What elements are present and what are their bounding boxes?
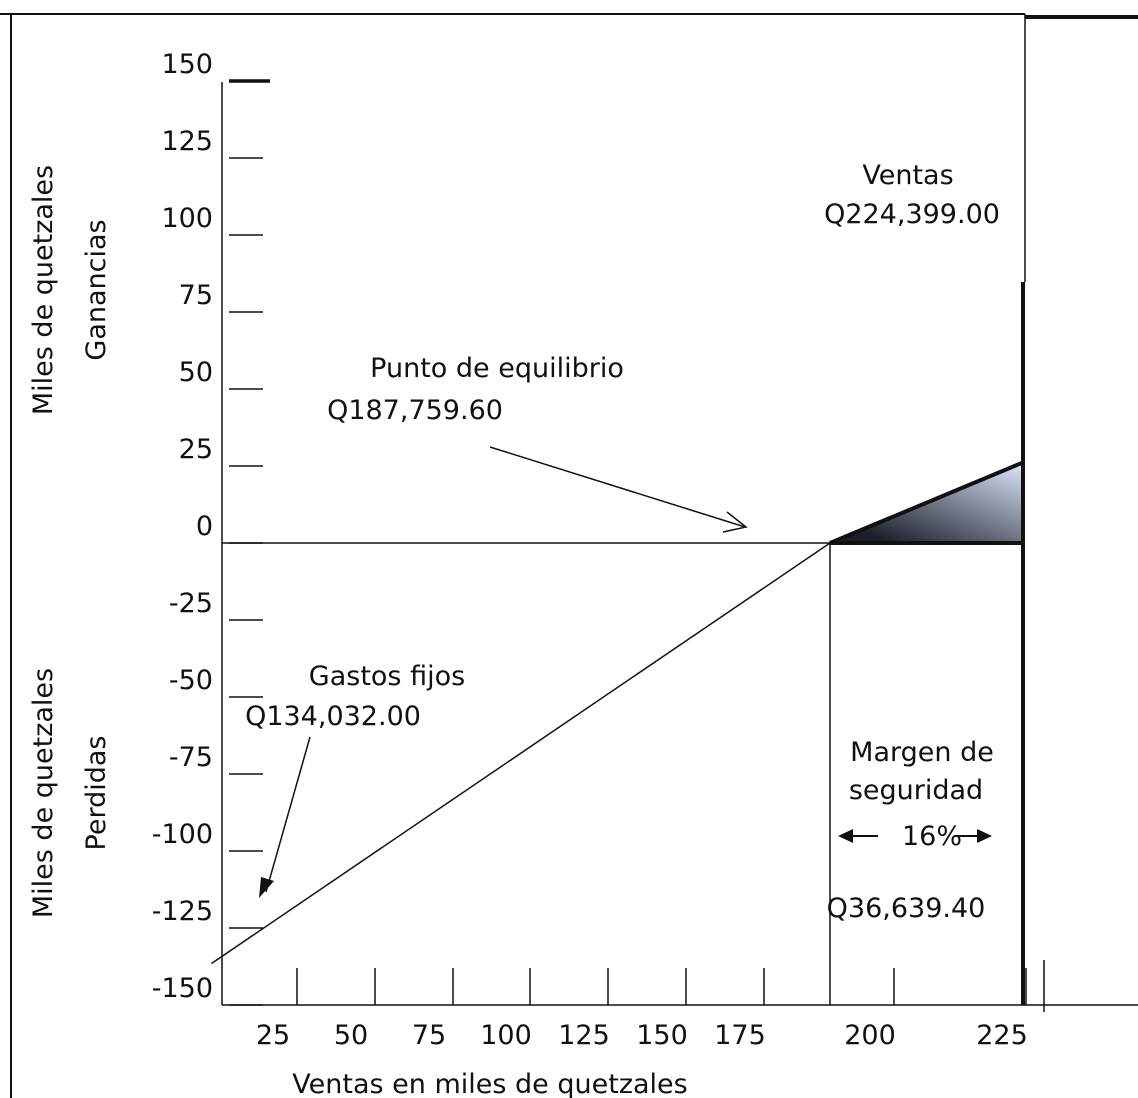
gastos-arrow xyxy=(259,736,311,898)
y-tick-label: 50 xyxy=(179,357,213,388)
y-tick-label: -125 xyxy=(152,896,213,927)
y-tick-label: 100 xyxy=(161,203,213,234)
x-tick-label: 125 xyxy=(558,1020,610,1051)
x-tick-label: 200 xyxy=(844,1020,896,1051)
x-tick-label: 25 xyxy=(256,1020,290,1051)
y-tick-label: 75 xyxy=(179,280,213,311)
x-ticks: 25 50 75 100 125 150 175 200 225 xyxy=(256,968,1028,1051)
equilibrio-label: Punto de equilibrio xyxy=(370,353,624,384)
y-tick-label: 125 xyxy=(161,126,213,157)
ventas-value: Q224,399.00 xyxy=(824,199,1000,230)
loss-line xyxy=(211,542,831,965)
equilibrio-arrow xyxy=(489,446,748,533)
margen-arrows xyxy=(838,829,992,843)
equilibrio-value: Q187,759.60 xyxy=(327,395,503,426)
y-ticks: 150 125 100 75 50 25 0 -25 -50 -75 -100 -125 -150 xyxy=(152,49,270,1006)
y-tick-label: -25 xyxy=(169,588,213,619)
margen-label-1: Margen de xyxy=(850,737,994,768)
margen-pct: 16% xyxy=(902,821,962,852)
y-axis-title-top-1: Miles de quetzales xyxy=(28,165,59,415)
y-tick-label: 25 xyxy=(179,434,213,465)
y-tick-label: 150 xyxy=(161,49,213,80)
x-tick-label: 225 xyxy=(976,1020,1028,1051)
gastos-value: Q134,032.00 xyxy=(245,701,421,732)
profit-area xyxy=(829,459,1025,545)
gastos-label: Gastos fijos xyxy=(309,661,465,692)
margen-value: Q36,639.40 xyxy=(827,893,986,924)
y-tick-label: -50 xyxy=(169,665,213,696)
margen-label-2: seguridad xyxy=(849,775,983,806)
chart-frame xyxy=(0,13,1138,1098)
y-axis-title-top-2: Ganancias xyxy=(81,219,112,360)
y-axis-title-bottom-1: Miles de quetzales xyxy=(28,668,59,918)
x-tick-label: 100 xyxy=(480,1020,532,1051)
x-axis-title: Ventas en miles de quetzales xyxy=(292,1069,687,1098)
x-tick-label: 150 xyxy=(636,1020,688,1051)
y-tick-label: 0 xyxy=(196,511,213,542)
y-tick-label: -75 xyxy=(169,742,213,773)
y-axis-title-bottom-2: Perdidas xyxy=(81,736,112,851)
x-tick-label: 75 xyxy=(412,1020,446,1051)
x-tick-label: 50 xyxy=(334,1020,368,1051)
y-tick-label: -150 xyxy=(152,973,213,1004)
ventas-label: Ventas xyxy=(862,160,953,191)
y-tick-label: -100 xyxy=(152,819,213,850)
x-tick-label: 175 xyxy=(714,1020,766,1051)
